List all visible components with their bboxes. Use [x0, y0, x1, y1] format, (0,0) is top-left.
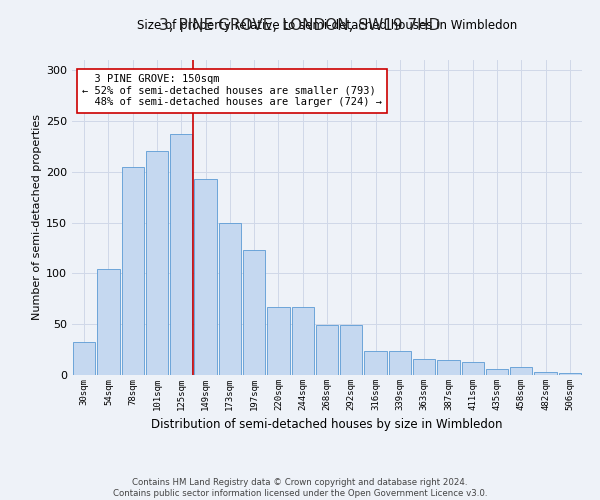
Y-axis label: Number of semi-detached properties: Number of semi-detached properties	[32, 114, 42, 320]
Bar	[73, 342, 95, 375]
Bar	[267, 307, 290, 375]
Bar	[364, 350, 387, 375]
Bar	[461, 362, 484, 375]
Bar	[170, 134, 193, 375]
Bar	[535, 372, 557, 375]
Bar	[437, 360, 460, 375]
Bar	[292, 307, 314, 375]
Bar	[97, 270, 119, 375]
Bar	[559, 373, 581, 375]
Bar	[340, 325, 362, 375]
Bar	[486, 369, 508, 375]
X-axis label: Distribution of semi-detached houses by size in Wimbledon: Distribution of semi-detached houses by …	[151, 418, 503, 432]
Bar	[218, 222, 241, 375]
Bar	[413, 358, 436, 375]
Bar	[510, 367, 532, 375]
Bar	[243, 250, 265, 375]
Bar	[122, 166, 144, 375]
Text: Contains HM Land Registry data © Crown copyright and database right 2024.
Contai: Contains HM Land Registry data © Crown c…	[113, 478, 487, 498]
Bar	[146, 152, 168, 375]
Bar	[194, 179, 217, 375]
Text: 3, PINE GROVE, LONDON, SW19 7HD: 3, PINE GROVE, LONDON, SW19 7HD	[160, 18, 440, 32]
Bar	[389, 350, 411, 375]
Bar	[316, 325, 338, 375]
Text: 3 PINE GROVE: 150sqm
← 52% of semi-detached houses are smaller (793)
  48% of se: 3 PINE GROVE: 150sqm ← 52% of semi-detac…	[82, 74, 382, 108]
Title: Size of property relative to semi-detached houses in Wimbledon: Size of property relative to semi-detach…	[137, 20, 517, 32]
